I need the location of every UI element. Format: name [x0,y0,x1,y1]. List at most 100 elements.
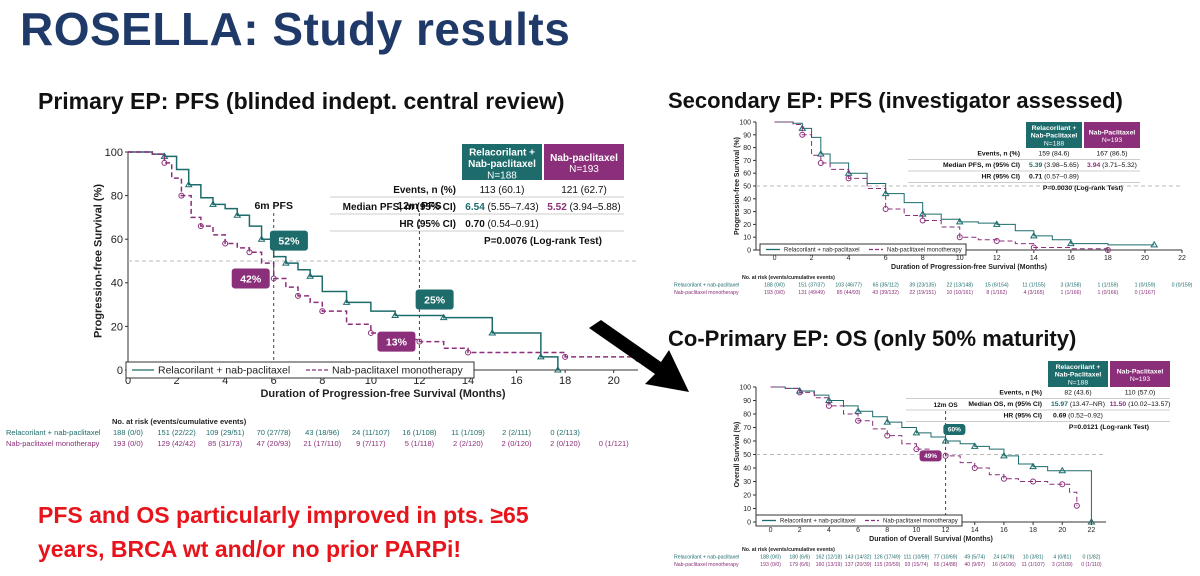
table-value-control: 121 (62.7) [561,185,607,196]
series-nab-paclitaxel-line [774,121,1109,250]
milestone-label: 12m OS [933,402,958,409]
censor-circle-marker [1104,247,1111,253]
censor-circle-marker [1059,481,1066,488]
risk-value: 4 (3/165) [1023,290,1044,296]
y-tick-label: 60 [743,438,751,445]
risk-value: 179 (6/6) [789,562,810,568]
censor-circle-marker [825,402,832,409]
risk-value: 0 (0/159) [1172,283,1193,289]
risk-table-title: No. at risk (events/cumulative events) [742,547,835,553]
table-value-control: 110 (57.0) [1125,390,1155,397]
y-tick-label: 10 [743,506,751,513]
censor-circle-marker [884,432,891,439]
x-tick-label: 4 [222,375,228,387]
censor-triangle-marker [306,272,315,279]
table-row-label: Events, n (%) [999,390,1042,397]
callout-line-2: years, BRCA wt and/or no prior PARPi! [38,536,461,562]
y-tick-label: 20 [743,492,751,499]
risk-value: 11 (1/109) [451,428,485,437]
table-row-label: Events, n (%) [393,185,456,196]
risk-value: 47 (20/93) [257,439,292,448]
risk-value: 85 (44/93) [837,290,861,296]
y-tick-label: 40 [743,465,751,472]
risk-value: 103 (46/77) [835,283,862,289]
censor-circle-marker [222,240,229,247]
chart-secondary-pfs: 0 10 20 30 40 50 60 70 80 90 100 0 2 4 6 8 10 12 14 16 18 20 2… [670,114,1198,304]
y-tick-label: 100 [105,147,123,159]
x-tick-label: 2 [174,375,180,387]
risk-value: 160 (13/19) [816,562,843,568]
censor-triangle-marker [233,211,242,218]
table-header-treatment-text: Nab-Paclitaxel [1055,372,1102,379]
x-axis-label: Duration of Progression-free Survival (M… [891,264,1047,271]
censor-triangle-marker [536,352,545,360]
risk-value: 93 (15/74) [905,562,929,568]
risk-value: 193 (0/0) [760,562,781,568]
x-tick-label: 8 [319,375,325,387]
milestone-badge-control [377,331,416,352]
x-axis-label: Duration of Progression-free Survival (M… [260,388,505,400]
table-pvalue: P=0.0030 (Log-rank Test) [1043,185,1123,192]
censor-circle-marker [319,308,326,315]
risk-value: 131 (49/49) [798,290,825,296]
risk-row-label: Relacorilant + nab-paclitaxel [674,283,739,289]
table-value-control: 167 (86.5) [1097,151,1128,158]
y-tick-label: 90 [743,132,751,139]
censor-triangle-marker [992,220,1001,227]
y-tick-label: 100 [739,119,751,126]
risk-value: 39 (23/135) [909,283,936,289]
risk-value: 1 (0/166) [1098,290,1119,296]
censor-triangle-marker [844,169,853,176]
risk-value: 43 (18/96) [305,428,340,437]
slide-title: ROSELLA: Study results [20,3,571,55]
risk-value: 193 (0/0) [113,439,144,448]
censor-triangle-marker [342,298,351,305]
risk-value: 109 (29/51) [206,428,245,437]
table-header-treatment-text: Relacorilant + [1056,364,1101,371]
censor-circle-marker [246,249,253,256]
y-tick-label: 30 [743,209,751,216]
censor-circle-marker [971,465,978,471]
legend-box [759,243,967,256]
table-row-label: HR (95% CI) [399,219,456,230]
table-value-treatment: 5.39 (3.98–5.65) [1029,162,1079,169]
heading-secondary-pfs: Secondary EP: PFS (investigator assessed… [668,88,1123,113]
risk-value: 22 (13/148) [946,283,973,289]
table-header-treatment-text: N=188 [1068,379,1088,386]
table-row-label: Median PFS, m (95% CI) [343,202,456,213]
series-nab-paclitaxel-line [128,151,639,360]
x-tick-label: 18 [1029,527,1037,534]
milestone-badge-treatment [415,289,454,310]
censor-triangle-marker [1066,239,1075,247]
table-header-treatment-text: N=188 [1044,140,1064,147]
y-tick-label: 0 [747,519,751,526]
series-nab-paclitaxel-line [770,386,1078,506]
risk-row-label: Nab-paclitaxel monotherapy [674,562,739,568]
risk-value: 8 (1/162) [986,290,1007,296]
risk-value: 0 (1/110) [1081,562,1102,568]
table-value-treatment: 0.70 (0.54–0.91) [465,219,538,230]
risk-value: 21 (17/110) [303,439,341,448]
callout-line-1: PFS and OS particularly improved in pts.… [38,502,529,528]
risk-value: 115 (20/59) [874,562,900,568]
table-value-treatment: 0.71 (0.57–0.89) [1029,174,1079,181]
milestone-value-control: 49% [924,453,937,460]
risk-value: 126 (17/49) [874,555,901,561]
legend-label: Nab-paclitaxel monotherapy [332,365,463,377]
risk-value: 129 (42/42) [157,439,196,448]
censor-circle-marker [796,389,803,396]
risk-value: 1 (0/159) [1135,283,1156,289]
y-tick-label: 50 [743,452,751,459]
risk-row-label: Nab-paclitaxel monotherapy [6,439,100,448]
y-tick-label: 40 [743,196,751,203]
risk-value: 1 (1/166) [1060,290,1081,296]
censor-triangle-marker [1087,518,1096,525]
risk-value: 1 (1/159) [1098,283,1119,289]
x-tick-label: 18 [1104,255,1112,262]
table-header-control-text: Nab-Paclitaxel [1117,368,1164,375]
censor-circle-marker [367,329,374,336]
x-tick-label: 6 [271,375,277,387]
chart-primary-pfs: 0 20 40 60 80 100 0 2 4 6 8 10 12 14 16 18 20 Duration of… [0,118,650,478]
censor-circle-marker [465,349,471,356]
